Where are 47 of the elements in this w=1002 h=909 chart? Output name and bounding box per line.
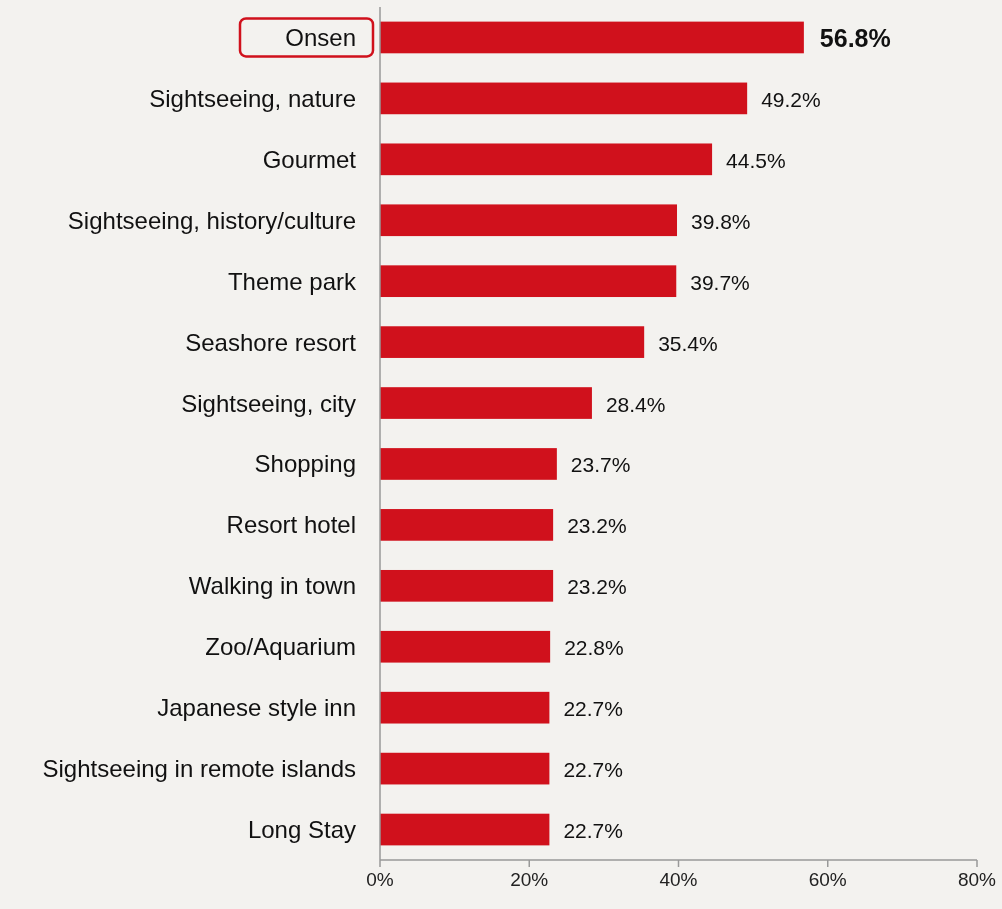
x-tick-label: 80%	[957, 869, 997, 890]
data-label: 23.2%	[567, 514, 627, 538]
bar	[380, 630, 551, 663]
bar	[380, 143, 713, 176]
bar	[380, 21, 804, 54]
bar	[380, 752, 550, 785]
x-tick-label: 0%	[366, 869, 394, 890]
bar	[380, 265, 677, 298]
data-label: 23.7%	[570, 453, 631, 477]
data-label: 49.2%	[761, 87, 821, 111]
data-label: 22.7%	[563, 697, 623, 721]
data-label: 39.8%	[691, 209, 751, 233]
x-tick-label: 20%	[510, 869, 549, 890]
y-tick-label: Japanese style inn	[157, 694, 356, 722]
data-label: 22.8%	[564, 636, 624, 660]
data-label: 23.2%	[567, 575, 627, 599]
bar	[380, 82, 748, 115]
y-tick-label: Sightseeing in remote islands	[42, 755, 356, 783]
bar	[380, 813, 550, 846]
bar	[380, 691, 550, 724]
bar	[380, 448, 557, 480]
data-label: 44.5%	[726, 148, 786, 172]
y-tick-label: Gourmet	[262, 145, 357, 173]
x-tick-label: 60%	[808, 869, 847, 890]
data-label: 22.7%	[563, 758, 623, 782]
bar	[380, 509, 554, 541]
y-tick-label: Onsen	[285, 23, 356, 51]
y-tick-label: Theme park	[227, 267, 357, 295]
y-tick-label: Zoo/Aquarium	[205, 633, 356, 661]
bar	[380, 387, 592, 419]
data-label: 22.7%	[563, 819, 623, 843]
data-label: 28.4%	[605, 392, 666, 416]
y-tick-label: Sightseeing, history/culture	[67, 206, 356, 234]
y-tick-label: Sightseeing, city	[181, 389, 356, 417]
bar	[380, 204, 678, 237]
bar	[380, 569, 554, 602]
x-tick-label: 40%	[659, 869, 698, 890]
data-label: 39.7%	[690, 270, 750, 294]
y-tick-label: Long Stay	[247, 816, 356, 844]
y-tick-label: Seashore resort	[185, 328, 357, 356]
y-tick-label: Walking in town	[188, 572, 356, 600]
data-label: 35.4%	[658, 331, 718, 355]
y-tick-label: Resort hotel	[226, 511, 356, 539]
bar	[380, 326, 645, 358]
data-label: 56.8%	[819, 24, 891, 53]
y-tick-label: Shopping	[254, 450, 356, 478]
y-tick-label: Sightseeing, nature	[149, 84, 356, 112]
